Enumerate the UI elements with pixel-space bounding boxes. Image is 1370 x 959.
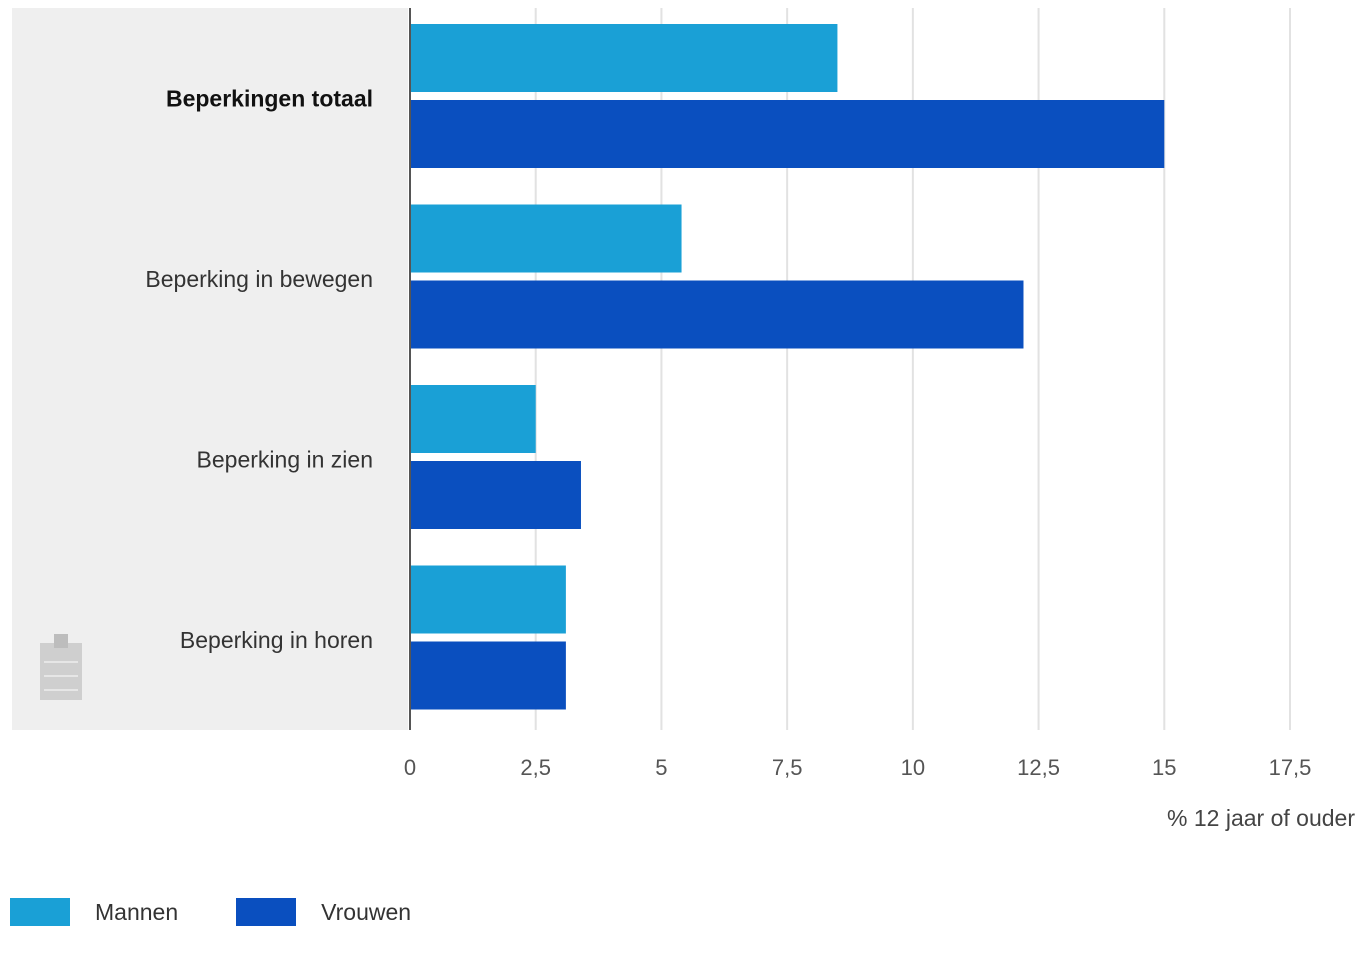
x-tick-label: 2,5 — [520, 755, 551, 780]
legend-label-vrouwen: Vrouwen — [321, 898, 412, 925]
bars — [410, 24, 1165, 710]
x-axis-title: % 12 jaar of ouder — [1167, 805, 1355, 831]
legend-item-vrouwen[interactable]: Vrouwen — [236, 898, 411, 926]
x-tick-labels: 0 2,5 5 7,5 10 12,5 15 17,5 — [404, 755, 1312, 780]
bar-mannen[interactable] — [410, 24, 838, 92]
category-panel-background — [12, 8, 408, 730]
bar-vrouwen[interactable] — [410, 280, 1024, 349]
category-label: Beperking in zien — [197, 446, 373, 472]
bar-mannen[interactable] — [410, 385, 536, 453]
legend-swatch-vrouwen — [236, 898, 297, 926]
category-label: Beperking in bewegen — [145, 266, 373, 292]
bar-chart: Beperkingen totaal Beperking in bewegen Be… — [12, 8, 1355, 831]
bar-mannen[interactable] — [410, 204, 682, 273]
x-tick-label: 12,5 — [1017, 755, 1060, 780]
x-tick-label: 17,5 — [1269, 755, 1312, 780]
x-tick-label: 15 — [1152, 755, 1176, 780]
category-label: Beperking in horen — [180, 627, 373, 653]
bar-mannen[interactable] — [410, 565, 566, 634]
bar-vrouwen[interactable] — [410, 641, 566, 710]
legend-label-mannen: Mannen — [95, 898, 179, 925]
bar-vrouwen[interactable] — [410, 461, 581, 529]
category-label: Beperkingen totaal — [166, 85, 373, 111]
legend: Mannen Vrouwen — [10, 898, 469, 926]
x-tick-label: 0 — [404, 755, 416, 780]
x-tick-label: 5 — [655, 755, 667, 780]
legend-item-mannen[interactable]: Mannen — [10, 898, 178, 926]
clipboard-icon[interactable] — [40, 634, 82, 700]
legend-swatch-mannen — [10, 898, 70, 926]
x-tick-label: 7,5 — [772, 755, 803, 780]
bar-vrouwen[interactable] — [410, 100, 1165, 168]
x-tick-label: 10 — [901, 755, 925, 780]
category-labels: Beperkingen totaal Beperking in bewegen Be… — [145, 85, 373, 653]
